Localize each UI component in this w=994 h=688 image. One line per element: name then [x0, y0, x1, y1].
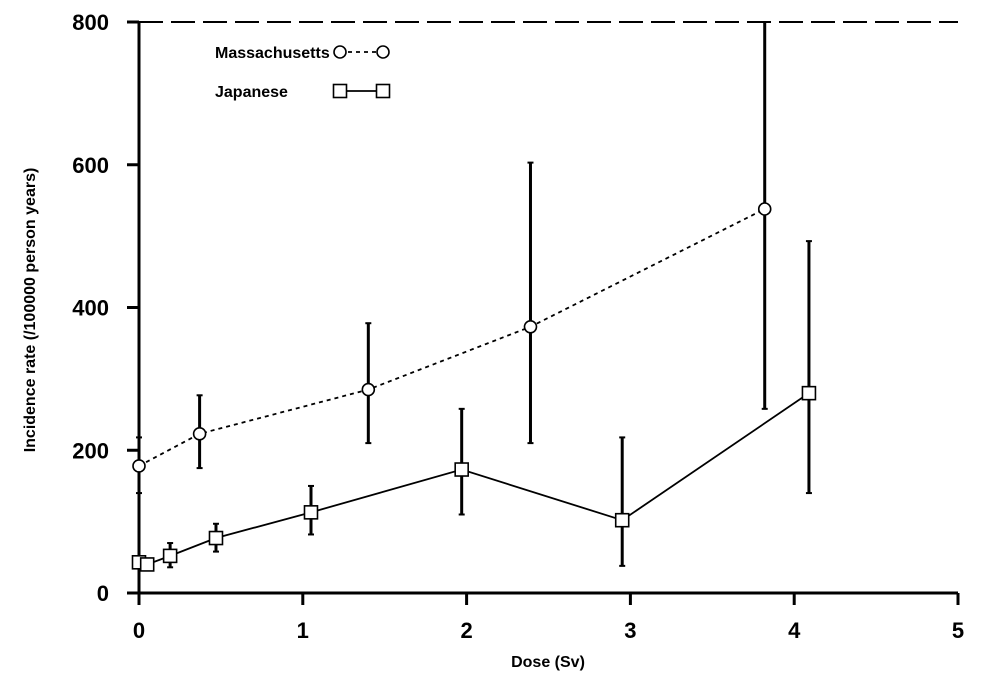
- y-tick-label: 400: [72, 296, 109, 321]
- y-tick-label: 0: [97, 581, 109, 606]
- legend-marker: [376, 45, 390, 59]
- series-line: [138, 208, 766, 467]
- legend-marker: [333, 45, 347, 59]
- chart-marks: [131, 21, 817, 572]
- y-axis-label: Incidence rate (/100000 person years): [22, 168, 39, 453]
- x-tick-label: 4: [788, 618, 801, 643]
- data-point: [361, 382, 376, 397]
- y-tick-label: 600: [72, 153, 109, 178]
- data-point: [523, 319, 538, 334]
- y-tick-label: 800: [72, 10, 109, 35]
- x-tick-label: 0: [133, 618, 145, 643]
- x-tick-label: 5: [952, 618, 964, 643]
- x-tick-label: 3: [624, 618, 636, 643]
- axes: 0 1 2 3 4 5 0 200 400 600 800: [72, 10, 964, 643]
- data-point: [801, 385, 817, 401]
- data-point: [139, 557, 155, 572]
- x-tick-label: 2: [460, 618, 472, 643]
- x-tick-label: 1: [297, 618, 309, 643]
- data-point: [757, 202, 772, 216]
- data-point: [162, 548, 178, 564]
- x-axis-label: Dose (Sv): [511, 654, 585, 671]
- legend-label-1: Japanese: [215, 84, 288, 101]
- legend-label-0: Massachusetts: [215, 45, 330, 62]
- series-line: [138, 392, 810, 566]
- data-point: [614, 512, 630, 528]
- y-tick-label: 200: [72, 438, 109, 463]
- legend-marker: [332, 83, 348, 99]
- data-point: [208, 530, 224, 546]
- legend-marker: [375, 83, 391, 99]
- data-point: [132, 459, 146, 473]
- legend: Massachusetts Japanese: [215, 45, 391, 101]
- series-0: [132, 21, 772, 495]
- series-1: [131, 240, 817, 572]
- data-point: [454, 462, 469, 477]
- data-point: [192, 427, 207, 441]
- data-point: [303, 505, 319, 520]
